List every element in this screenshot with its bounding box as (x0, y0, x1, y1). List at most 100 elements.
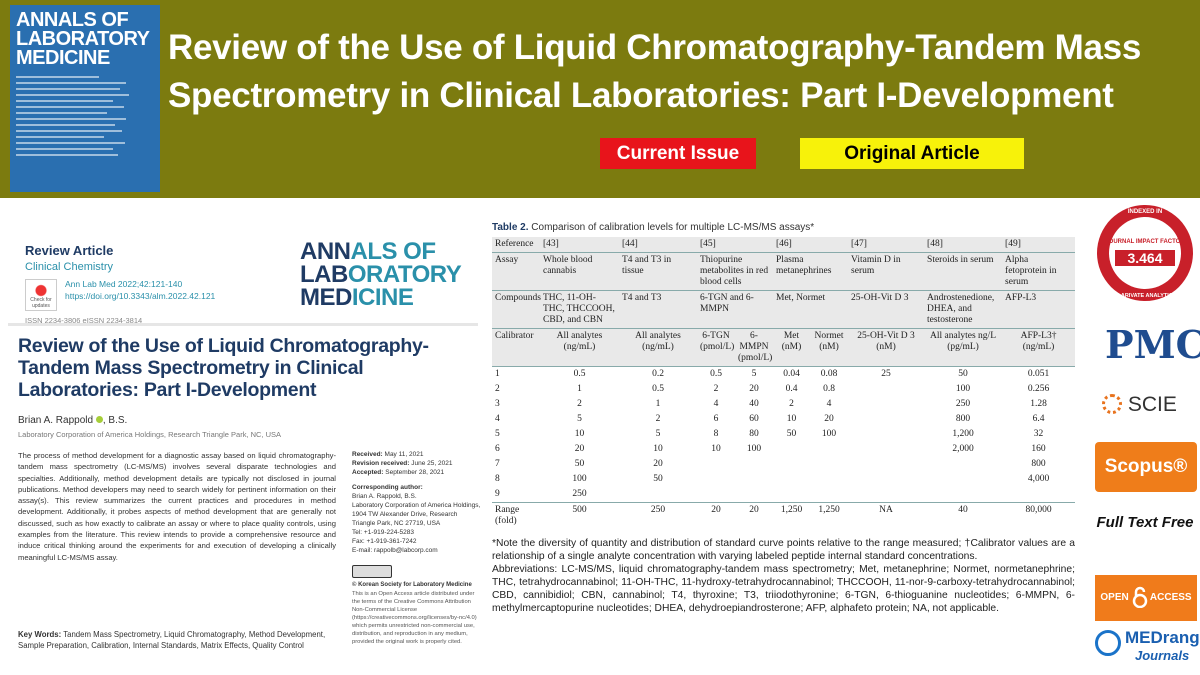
unit-header: 6-TGN (pmol/L) (697, 328, 735, 367)
table-cell: 2 (577, 399, 582, 409)
row-label: Reference (492, 237, 540, 253)
table-row: 7 50 20 800 (492, 457, 1075, 472)
table-cell: 100 (955, 384, 971, 394)
abstract: The process of method development for a … (18, 451, 336, 562)
table-row: 5 10 5 8 80 50 100 1,200 32 (492, 427, 1075, 442)
table-cell: 4 (713, 399, 719, 409)
unit-name: All analytes ng/L (930, 331, 997, 341)
table-cell: Alpha fetoprotein in serum (1002, 252, 1076, 291)
scopus-logo[interactable]: Scopus® (1095, 442, 1197, 492)
table-cell: 25-OH-Vit D 3 (848, 290, 925, 329)
medrang-icon (1095, 630, 1121, 656)
issn: ISSN 2234-3806 eISSN 2234-3814 (25, 316, 143, 325)
check-updates[interactable]: Check for updates (25, 279, 57, 311)
current-issue-badge[interactable]: Current Issue (600, 138, 756, 169)
table-cell (1002, 487, 1075, 503)
unit-header: All analytes (ng/mL) (619, 328, 697, 367)
corresponding-line: Laboratory Corporation of America Holdin… (352, 502, 481, 527)
table-cell: 800 (955, 414, 971, 424)
sidebar: INDEXED IN JOURNAL IMPACT FACTOR 3.464 C… (1080, 200, 1200, 675)
table-cell: 4 (826, 399, 832, 409)
unit: (nM) (876, 342, 896, 352)
logo-line: MEDICINE (300, 286, 461, 310)
cover-title: LABORATORY (16, 28, 150, 50)
table-cell (735, 487, 773, 503)
date-row: Revision received: June 25, 2021 (352, 459, 482, 468)
unit-name: Met (783, 331, 800, 341)
table-cell: 20 (735, 502, 774, 529)
table-cell: 0.04 (773, 366, 811, 382)
table-row: Range (fold) 500 250 20 20 1,250 1,250 NA 40 80,0… (492, 502, 1076, 529)
table-cell: NA (848, 502, 925, 529)
table-cell: 8 (713, 429, 719, 439)
corresponding-line: Tel: +1-919-224-5283 (352, 529, 414, 536)
open-access-text: ACCESS (1149, 592, 1192, 603)
table-cell: [48] (924, 237, 1003, 253)
table-cell (848, 397, 924, 412)
table-cell: 0.051 (1002, 366, 1076, 382)
table-cell: 10 (711, 444, 721, 454)
table-cell: 1,250 (810, 502, 849, 529)
separator (8, 323, 478, 326)
journal-logo: ANNALS OF LABORATORY MEDICINE (300, 238, 462, 310)
scie-logo[interactable]: SCIE (1102, 393, 1177, 417)
table-cell (697, 457, 735, 472)
author: Brian A. Rappold , B.S. (18, 415, 127, 426)
table-cell (924, 487, 1002, 503)
row-label: 6 (495, 444, 500, 454)
table-cell: 10 (786, 414, 797, 424)
table-row: 1 0.5 0.2 0.5 5 0.04 0.08 25 50 0.051 (492, 366, 1076, 382)
unit-header: 6-MMPN (pmol/L) (735, 328, 774, 367)
table-cell: [45] (697, 237, 774, 253)
author-degree: , B.S. (102, 415, 128, 426)
table-cell (697, 487, 735, 503)
table-cell: THC, 11-OH-THC, THCCOOH, CBD, and CBN (540, 290, 619, 329)
table-cell: 100 (746, 444, 762, 454)
table-cell: 0.5 (697, 366, 735, 382)
unit: (nM) (819, 342, 839, 352)
article-type-badge[interactable]: Original Article (800, 138, 1024, 169)
table-cell (848, 472, 924, 487)
copyright: © Korean Society for Laboratory Medicine (352, 582, 472, 588)
table-cell: 32 (1033, 429, 1044, 439)
row-label: 7 (495, 459, 500, 469)
date-label: Accepted: (352, 469, 384, 476)
table-cell: Steroids in serum (924, 252, 1003, 291)
open-access-logo[interactable]: OPEN ACCESS (1095, 575, 1197, 621)
table-cell: Androstenedione, DHEA, and testosterone (924, 290, 1003, 329)
doi[interactable]: https://doi.org/10.3343/alm.2022.42.121 (65, 291, 216, 301)
affiliation: Laboratory Corporation of America Holdin… (18, 430, 282, 439)
unit-name: Normet (814, 331, 844, 341)
corresponding-line: Brian A. Rappold, B.S. (352, 493, 417, 500)
date-label: Revision received: (352, 460, 410, 467)
table-cell: 1 (655, 399, 661, 409)
row-label: Compounds (492, 290, 541, 329)
table-cell: 50 (574, 459, 585, 469)
medrang-logo[interactable]: MEDrang Journals (1095, 625, 1200, 670)
table-cell (735, 457, 773, 472)
impact-factor-seal[interactable]: INDEXED IN JOURNAL IMPACT FACTOR 3.464 C… (1095, 203, 1195, 303)
table-row: Calibrator All analytes (ng/mL) All analyte… (492, 328, 1076, 367)
table-caption: Table 2. Comparison of calibration level… (492, 222, 1075, 233)
table-cell: 4,000 (1027, 474, 1050, 484)
lock-icon (1132, 587, 1147, 609)
table-row: 9 250 (492, 487, 1075, 503)
row-label: 8 (495, 474, 500, 484)
banner: ANNALS OF LABORATORY MEDICINE Review of … (0, 0, 1200, 198)
pmc-logo[interactable]: PMC (1105, 322, 1200, 367)
table-cell: 0.4 (785, 384, 798, 394)
seal-top: INDEXED IN (1128, 209, 1162, 215)
author-name: Brian A. Rappold (18, 415, 94, 426)
table-cell: [43] (540, 237, 619, 253)
unit-name: 6-MMPN (739, 331, 769, 352)
corresponding: Corresponding author: Brian A. Rappold, … (352, 483, 482, 555)
table-cell: Plasma metanephrines (773, 252, 849, 291)
table-cell (848, 382, 924, 397)
logo-part: ANN (300, 238, 351, 265)
table-cell: 50 (653, 474, 663, 484)
table-panel: Table 2. Comparison of calibration level… (492, 222, 1076, 615)
dates: Received: May 11, 2021 Revision received… (352, 450, 482, 646)
table-note: *Note the diversity of quantity and dist… (492, 538, 1075, 562)
table-cell: 5 (577, 414, 582, 424)
